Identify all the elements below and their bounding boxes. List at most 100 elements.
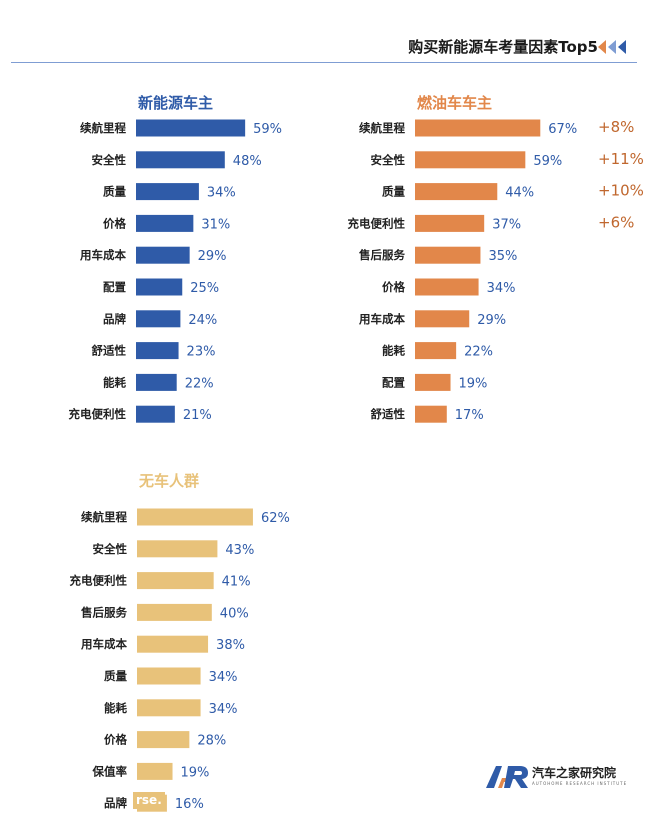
nev-owner-bar bbox=[136, 310, 181, 328]
ice-owner-category-label: 用车成本 bbox=[358, 312, 405, 326]
ice-owner-delta-label: +8% bbox=[598, 118, 634, 136]
autohome-research-logo-icon bbox=[486, 766, 528, 788]
no-car-category-label: 续航里程 bbox=[81, 510, 127, 524]
no-car-bar bbox=[137, 699, 201, 717]
watermark: rse. bbox=[133, 792, 165, 809]
no-car-bar bbox=[137, 508, 253, 526]
nev-owner-bar bbox=[136, 119, 246, 137]
no-car-bar bbox=[137, 635, 209, 653]
ice-owner-value-label: 59% bbox=[533, 154, 562, 169]
brand-subtitle: AUTOHOME RESEARCH INSTITUTE bbox=[532, 781, 628, 786]
ice-owner-bar bbox=[415, 373, 451, 391]
nev-owner-bar bbox=[136, 405, 175, 423]
triple-chevron-icon bbox=[598, 40, 626, 54]
no-car-value-label: 34% bbox=[209, 670, 238, 685]
nev-owner-category-label: 价格 bbox=[103, 216, 126, 230]
no-car-category-label: 安全性 bbox=[93, 542, 128, 556]
ice-owner-value-label: 67% bbox=[548, 122, 577, 137]
no-car-bar bbox=[137, 572, 214, 590]
ice-owner-chart-title: 燃油车车主 bbox=[417, 94, 492, 112]
no-car-category-label: 能耗 bbox=[104, 701, 127, 715]
nev-owner-bar bbox=[136, 246, 190, 264]
ice-owner-bar bbox=[415, 310, 470, 328]
nev-owner-value-label: 29% bbox=[198, 249, 227, 264]
ice-owner-value-label: 34% bbox=[487, 281, 516, 296]
no-car-bar bbox=[137, 762, 173, 780]
ice-owner-bar bbox=[415, 119, 541, 137]
no-car-value-label: 16% bbox=[175, 797, 204, 812]
ice-owner-category-label: 充电便利性 bbox=[348, 216, 406, 230]
ice-owner-bar bbox=[415, 246, 481, 264]
nev-owner-value-label: 23% bbox=[187, 345, 216, 360]
ice-owner-value-label: 19% bbox=[459, 376, 488, 391]
nev-owner-category-label: 续航里程 bbox=[80, 121, 126, 135]
ice-owner-category-label: 质量 bbox=[382, 185, 405, 199]
nev-owner-value-label: 24% bbox=[188, 313, 217, 328]
ice-owner-category-label: 能耗 bbox=[382, 344, 405, 358]
nev-owner-bar bbox=[136, 278, 183, 296]
no-car-bar bbox=[137, 603, 212, 621]
nev-owner-value-label: 31% bbox=[201, 217, 230, 232]
nev-owner-value-label: 48% bbox=[233, 154, 262, 169]
header-divider bbox=[11, 62, 637, 63]
nev-owner-value-label: 21% bbox=[183, 408, 212, 423]
ice-owner-value-label: 35% bbox=[488, 249, 517, 264]
nev-owner-value-label: 34% bbox=[207, 186, 236, 201]
ice-owner-bar bbox=[415, 405, 447, 423]
ice-owner-value-label: 44% bbox=[505, 186, 534, 201]
nev-owner-category-label: 舒适性 bbox=[92, 344, 127, 358]
ice-owner-bar bbox=[415, 183, 498, 201]
no-car-value-label: 38% bbox=[216, 638, 245, 653]
nev-owner-bar bbox=[136, 214, 194, 232]
no-car-category-label: 质量 bbox=[104, 669, 127, 683]
ice-owner-value-label: 22% bbox=[464, 345, 493, 360]
ice-owner-category-label: 价格 bbox=[382, 280, 405, 294]
page-title: 购买新能源车考量因素Top5 bbox=[408, 38, 598, 56]
nev-owner-category-label: 品牌 bbox=[103, 312, 126, 326]
nev-owner-bar bbox=[136, 342, 179, 360]
ice-owner-bar bbox=[415, 214, 485, 232]
ice-owner-bar bbox=[415, 151, 526, 169]
no-car-category-label: 充电便利性 bbox=[70, 574, 128, 588]
no-car-value-label: 28% bbox=[197, 734, 226, 749]
no-car-category-label: 用车成本 bbox=[80, 637, 127, 651]
nev-owner-category-label: 配置 bbox=[103, 280, 126, 294]
nev-owner-bar bbox=[136, 151, 225, 169]
no-car-bar bbox=[137, 731, 190, 749]
ice-owner-value-label: 29% bbox=[477, 313, 506, 328]
ice-owner-value-label: 17% bbox=[455, 408, 484, 423]
nev-owner-category-label: 质量 bbox=[103, 185, 126, 199]
ice-owner-delta-label: +11% bbox=[598, 150, 644, 168]
ice-owner-delta-label: +10% bbox=[598, 182, 644, 200]
ice-owner-category-label: 舒适性 bbox=[371, 407, 406, 421]
nev-owner-category-label: 能耗 bbox=[103, 375, 126, 389]
no-car-value-label: 19% bbox=[181, 765, 210, 780]
no-car-bar bbox=[137, 667, 201, 685]
no-car-value-label: 34% bbox=[209, 702, 238, 717]
no-car-category-label: 保值率 bbox=[92, 764, 128, 778]
no-car-category-label: 售后服务 bbox=[80, 605, 127, 619]
ice-owner-category-label: 配置 bbox=[382, 375, 405, 389]
no-car-value-label: 43% bbox=[225, 543, 254, 558]
no-car-value-label: 41% bbox=[222, 575, 251, 590]
nev-owner-value-label: 59% bbox=[253, 122, 282, 137]
ice-owner-category-label: 售后服务 bbox=[358, 248, 405, 262]
no-car-category-label: 价格 bbox=[104, 733, 127, 747]
ice-owner-bar bbox=[415, 278, 479, 296]
ice-owner-value-label: 37% bbox=[492, 217, 521, 232]
ice-owner-category-label: 安全性 bbox=[371, 153, 406, 167]
brand-name: 汽车之家研究院 bbox=[532, 766, 617, 780]
no-car-category-label: 品牌 bbox=[104, 796, 127, 810]
nev-owner-category-label: 充电便利性 bbox=[69, 407, 127, 421]
no-car-chart-title: 无车人群 bbox=[138, 472, 199, 490]
nev-owner-value-label: 22% bbox=[185, 376, 214, 391]
nev-owner-category-label: 用车成本 bbox=[79, 248, 126, 262]
nev-owner-bar bbox=[136, 183, 199, 201]
ice-owner-delta-label: +6% bbox=[598, 213, 634, 231]
nev-owner-chart-title: 新能源车主 bbox=[138, 94, 213, 112]
ice-owner-category-label: 续航里程 bbox=[359, 121, 405, 135]
nev-owner-value-label: 25% bbox=[190, 281, 219, 296]
no-car-bar bbox=[137, 540, 218, 558]
ice-owner-bar bbox=[415, 342, 457, 360]
